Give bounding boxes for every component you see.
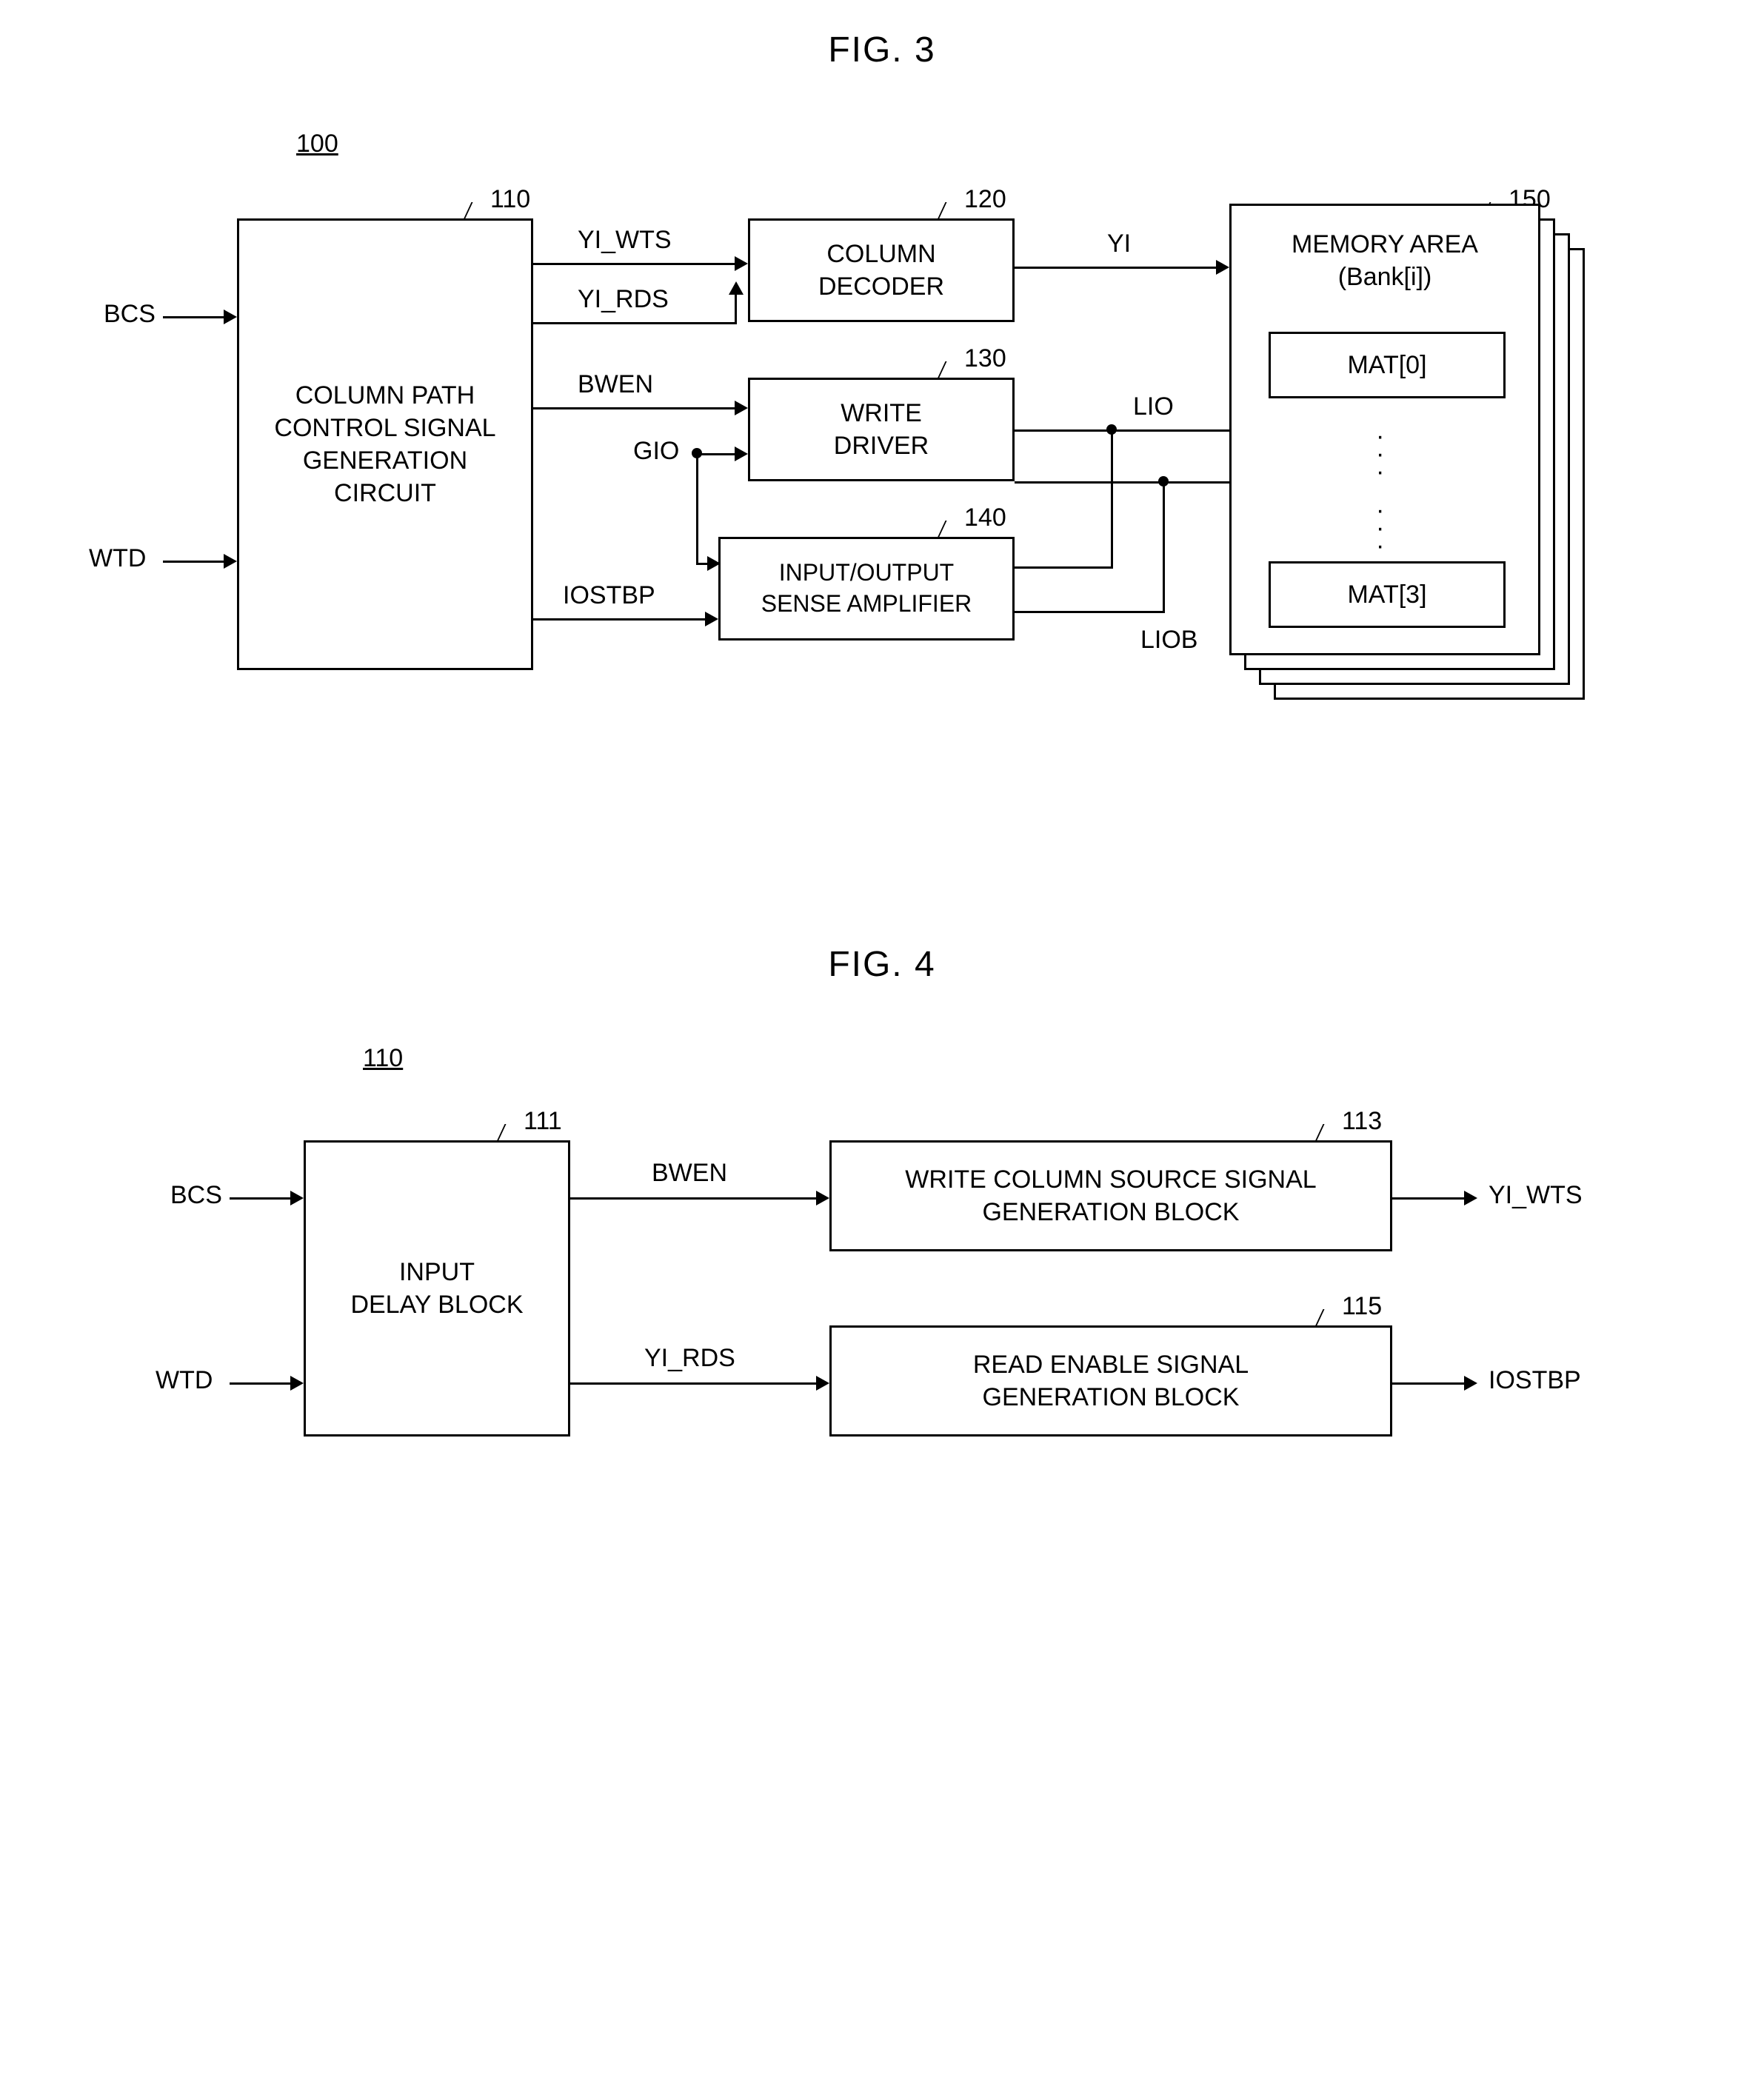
ref-100: 100 (296, 130, 338, 158)
label-iostbp: IOSTBP (563, 581, 655, 610)
ref-110-fig4: 110 (363, 1044, 403, 1073)
arrow-bwen-4 (570, 1197, 818, 1200)
label-liob: LIOB (1140, 626, 1197, 655)
arrowhead-yi (1216, 260, 1229, 275)
label-bcs: BCS (104, 300, 156, 329)
arrowhead-yi-wts-out (1464, 1191, 1477, 1205)
ref-120: 120 (964, 185, 1006, 214)
label-yi-wts: YI_WTS (578, 226, 672, 255)
ref-110: 110 (490, 185, 530, 214)
fig3-title: FIG. 3 (30, 30, 1734, 70)
arrow-130-liob-out (1015, 481, 1163, 484)
label-bwen-4: BWEN (652, 1159, 727, 1188)
label-gio: GIO (633, 437, 679, 466)
arrow-lio-v (1111, 429, 1113, 569)
arrowhead-gio (735, 447, 748, 461)
arrow-yi-wts-out (1392, 1197, 1466, 1200)
arrow-gio-h (696, 453, 737, 455)
block-111: INPUT DELAY BLOCK (304, 1140, 570, 1437)
arrowhead-yi-rds-4 (816, 1376, 829, 1391)
ref-113: 113 (1342, 1107, 1382, 1136)
vdots-1: ··· (1376, 428, 1384, 481)
arrowhead-bcs (224, 310, 237, 324)
label-yi-wts-4: YI_WTS (1489, 1181, 1583, 1210)
arrow-liob-v (1163, 481, 1165, 613)
block-113: WRITE COLUMN SOURCE SIGNAL GENERATION BL… (829, 1140, 1392, 1251)
arrow-yi (1015, 267, 1218, 269)
arrowhead-wtd-4 (290, 1376, 304, 1391)
fig4-diagram: 110 111 INPUT DELAY BLOCK 113 WRITE COLU… (30, 1044, 1734, 1488)
arrowhead-bwen (735, 401, 748, 415)
block-115: READ ENABLE SIGNAL GENERATION BLOCK (829, 1325, 1392, 1437)
label-bwen: BWEN (578, 370, 653, 399)
label-bcs-4: BCS (170, 1181, 222, 1210)
block-110: COLUMN PATH CONTROL SIGNAL GENERATION CI… (237, 218, 533, 670)
arrowhead-wtd (224, 554, 237, 569)
label-iostbp-4: IOSTBP (1489, 1366, 1581, 1395)
ref-140: 140 (964, 504, 1006, 532)
arrow-yi-wts (533, 263, 737, 265)
block-120: COLUMN DECODER (748, 218, 1015, 322)
memory-area-block: MEMORY AREA (Bank[i]) MAT[0] ··· ··· MAT… (1229, 204, 1540, 655)
arrowhead-bwen-4 (816, 1191, 829, 1205)
label-lio: LIO (1133, 392, 1174, 421)
fig4-title: FIG. 4 (30, 944, 1734, 985)
block-130: WRITE DRIVER (748, 378, 1015, 481)
ref-111: 111 (524, 1107, 562, 1136)
arrow-yi-rds-v (735, 292, 737, 324)
arrowhead-bcs-4 (290, 1191, 304, 1205)
arrow-bwen (533, 407, 737, 409)
arrowhead-yi-wts (735, 256, 748, 271)
arrow-wtd-4 (230, 1382, 293, 1385)
vdots-2: ··· (1376, 502, 1384, 555)
mat-0: MAT[0] (1269, 332, 1506, 398)
arrow-lio-to-mem (1111, 429, 1229, 432)
label-wtd: WTD (89, 544, 146, 573)
arrow-bcs-4 (230, 1197, 293, 1200)
arrow-iostbp (533, 618, 707, 621)
fig3-diagram: 100 110 COLUMN PATH CONTROL SIGNAL GENER… (30, 130, 1734, 796)
arrowhead-iostbp-out (1464, 1376, 1477, 1391)
arrow-iostbp-out (1392, 1382, 1466, 1385)
arrow-bcs (163, 316, 226, 318)
arrow-130-lio-h (1015, 429, 1111, 432)
arrow-yi-rds-4 (570, 1382, 818, 1385)
arrow-liob-to-mem (1163, 481, 1229, 484)
arrow-gio-v (696, 453, 698, 564)
ref-115: 115 (1342, 1292, 1382, 1321)
label-yi-rds-4: YI_RDS (644, 1344, 735, 1373)
mat-3: MAT[3] (1269, 561, 1506, 628)
label-yi-rds: YI_RDS (578, 285, 669, 314)
arrow-yi-rds-h (533, 322, 737, 324)
arrow-wtd (163, 561, 226, 563)
arrowhead-gio2 (707, 556, 721, 571)
label-yi: YI (1107, 230, 1131, 258)
arrowhead-iostbp (705, 612, 718, 626)
ref-130: 130 (964, 344, 1006, 373)
label-wtd-4: WTD (156, 1366, 213, 1395)
block-140: INPUT/OUTPUT SENSE AMPLIFIER (718, 537, 1015, 641)
arrowhead-yi-rds (729, 281, 744, 295)
arrow-140-lio-h (1015, 566, 1111, 569)
memory-area-title: MEMORY AREA (Bank[i]) (1232, 228, 1538, 293)
arrow-140-liob-h (1015, 611, 1163, 613)
